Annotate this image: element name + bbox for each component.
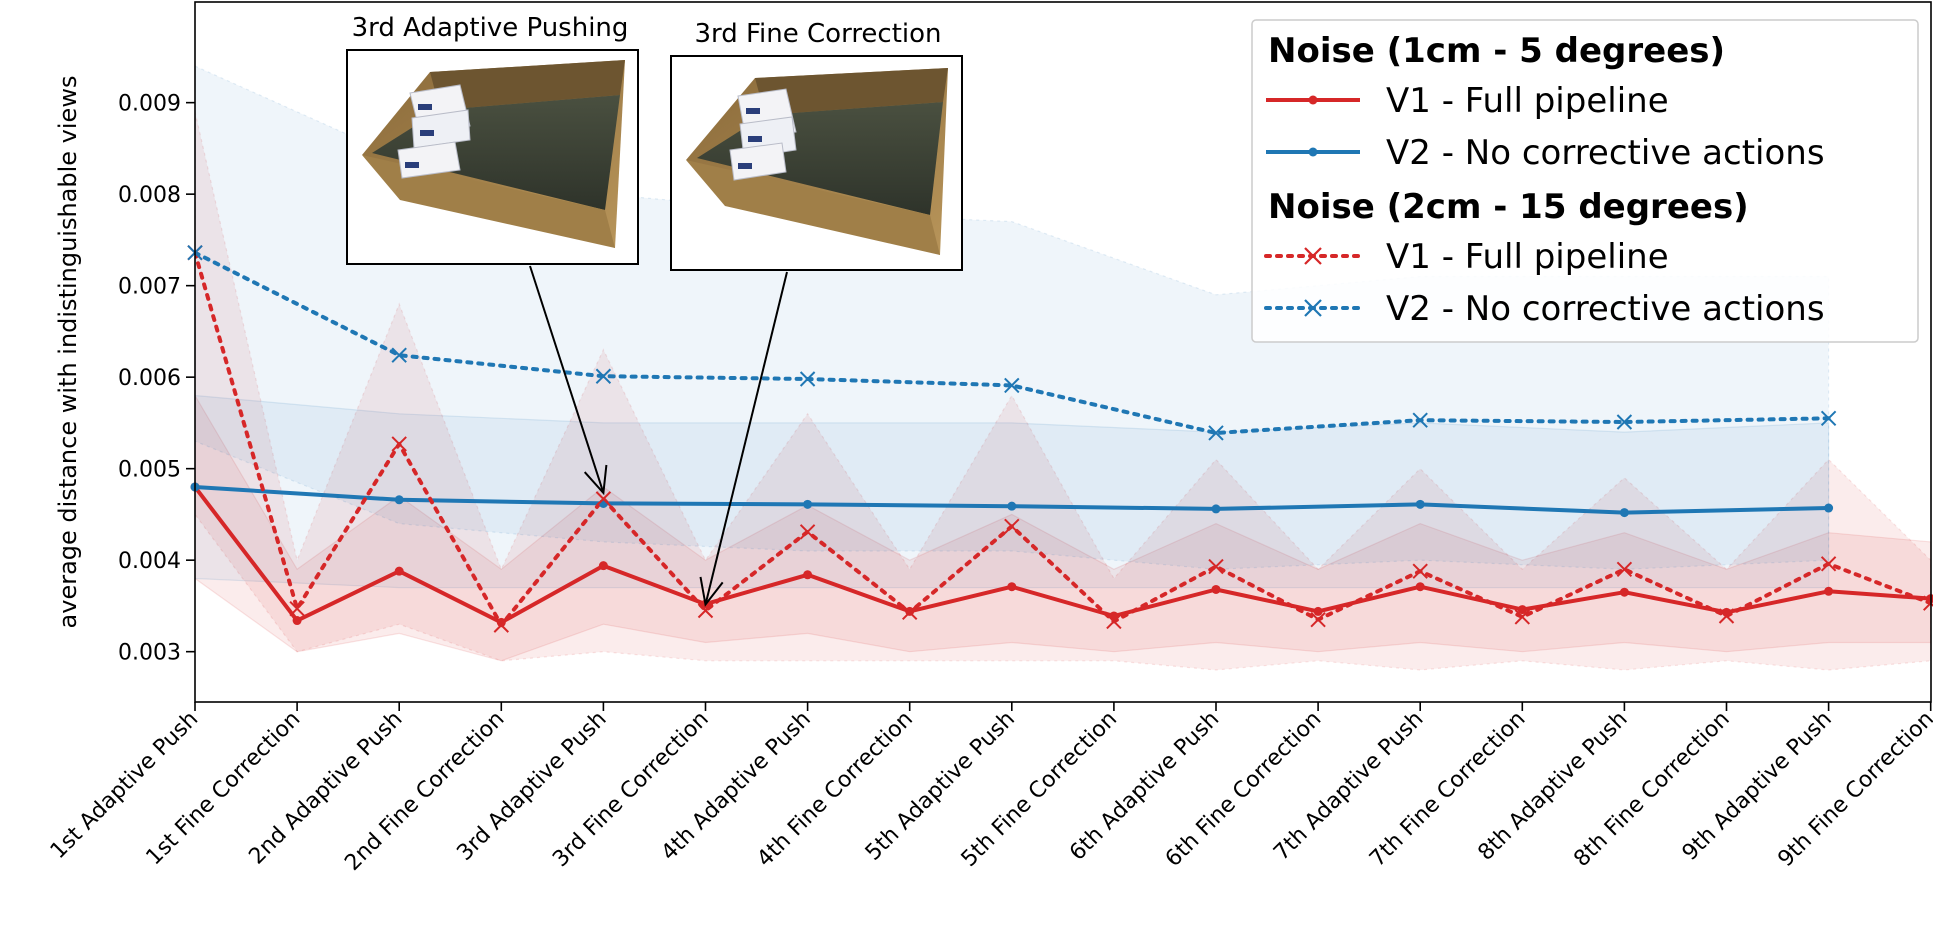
plot-frame — [194, 1, 1932, 703]
marker-series-1-point-12 — [1415, 499, 1425, 509]
y-tick-label: 0.007 — [118, 275, 181, 300]
marker-series-0-point-14 — [1619, 587, 1629, 597]
marker-series-1-point-10 — [1211, 504, 1221, 514]
marker-series-0-point-3 — [496, 617, 506, 627]
marker-series-0-point-12 — [1415, 582, 1425, 592]
y-axis: 0.003 0.004 0.005 0.006 0.007 0.008 0.009 — [118, 92, 195, 666]
marker-series-2-point-14 — [1616, 561, 1633, 578]
confidence-bands — [195, 65, 1931, 671]
marker-series-0-point-6 — [803, 570, 813, 580]
band-series-2 — [195, 111, 1931, 671]
line-series-0 — [195, 485, 1931, 625]
marker-series-3-point-10 — [1208, 425, 1224, 441]
y-tick-label: 0.009 — [118, 92, 181, 117]
legend: Noise (1cm - 5 degrees) V1 - Full pipeli… — [1251, 19, 1919, 343]
marker-series-2-point-1 — [289, 600, 305, 617]
bin-with-boxes-image — [362, 60, 625, 248]
annotation-arrows — [529, 265, 788, 607]
y-tick-label: 0.005 — [118, 458, 181, 483]
marker-series-3-point-16 — [1820, 410, 1837, 427]
marker-series-2-point-16 — [1820, 556, 1837, 572]
marker-series-2-point-10 — [1208, 558, 1224, 575]
marker-series-2-point-2 — [391, 436, 407, 452]
marker-series-2-point-3 — [493, 617, 510, 633]
marker-series-0-point-11 — [1313, 606, 1323, 616]
marker-series-1-point-14 — [1619, 508, 1629, 518]
annotation-arrow-head — [699, 576, 724, 607]
marker-series-2-point-12 — [1412, 563, 1428, 579]
marker-series-0-point-10 — [1211, 584, 1221, 594]
legend-label: V1 - Full pipeline — [1386, 81, 1669, 121]
bin-with-boxes-image — [686, 68, 948, 255]
marker-series-2-point-5 — [697, 602, 714, 619]
marker-series-2-point-7 — [901, 604, 918, 621]
marker-series-3-point-2 — [391, 347, 407, 363]
marker-series-0-point-2 — [394, 566, 404, 576]
y-axis-label: average distance with indistinguishable … — [54, 76, 82, 629]
marker-series-0-point-4 — [598, 561, 608, 571]
marker-series-1-point-8 — [1007, 501, 1017, 511]
marker-series-1-point-6 — [803, 499, 813, 509]
line-series-2 — [195, 250, 1931, 628]
legend-item-v1-2cm: V1 - Full pipeline — [1264, 237, 1669, 277]
marker-series-3-point-14 — [1616, 414, 1633, 430]
annotation-arrow-head — [583, 464, 608, 496]
y-tick-label: 0.003 — [118, 641, 181, 666]
annotation-arrow-line — [529, 265, 605, 494]
marker-series-1-point-16 — [1824, 503, 1834, 513]
marker-series-3-point-8 — [1004, 377, 1020, 394]
marker-series-1-point-2 — [394, 495, 404, 505]
marker-series-1-point-4 — [598, 498, 608, 508]
marker-series-2-point-13 — [1514, 609, 1531, 625]
y-tick-label: 0.004 — [118, 549, 181, 574]
legend-item-v2-1cm: V2 - No corrective actions — [1266, 133, 1825, 173]
marker-series-2-point-6 — [799, 524, 816, 540]
marker-series-2-point-8 — [1004, 518, 1020, 535]
marker-series-2-point-4 — [595, 491, 612, 507]
line-series-3 — [195, 250, 1831, 435]
marker-series-2-point-11 — [1310, 611, 1326, 628]
inset-title: 3rd Fine Correction — [694, 19, 941, 49]
legend-label: V1 - Full pipeline — [1386, 237, 1669, 277]
legend-group-title: Noise (2cm - 15 degrees) — [1268, 187, 1749, 227]
marker-series-3-point-12 — [1412, 412, 1428, 428]
marker-series-3-point-4 — [595, 368, 612, 384]
legend-group-title: Noise (1cm - 5 degrees) — [1268, 31, 1725, 71]
marker-series-2-point-9 — [1106, 613, 1122, 630]
marker-series-0-point-1 — [292, 616, 302, 626]
legend-label: V2 - No corrective actions — [1386, 133, 1825, 173]
inset-3rd-fine-correction: 3rd Fine Correction — [670, 19, 963, 271]
legend-frame — [1251, 19, 1919, 343]
y-tick-label: 0.008 — [118, 183, 181, 208]
marker-series-2-point-15 — [1718, 608, 1735, 624]
inset-title: 3rd Adaptive Pushing — [352, 13, 629, 43]
band-series-3 — [195, 65, 1830, 570]
legend-label: V2 - No corrective actions — [1386, 289, 1825, 329]
annotation-arrow-line — [704, 271, 788, 605]
marker-series-0-point-8 — [1007, 582, 1017, 592]
inset-3rd-adaptive-pushing: 3rd Adaptive Pushing — [346, 13, 639, 265]
marker-series-3-point-6 — [799, 371, 816, 387]
legend-item-v1-1cm: V1 - Full pipeline — [1266, 81, 1669, 121]
legend-item-v2-2cm: V2 - No corrective actions — [1264, 289, 1825, 329]
marker-series-0-point-16 — [1824, 586, 1834, 596]
marker-series-0-point-13 — [1517, 605, 1527, 615]
y-tick-label: 0.006 — [118, 366, 181, 391]
